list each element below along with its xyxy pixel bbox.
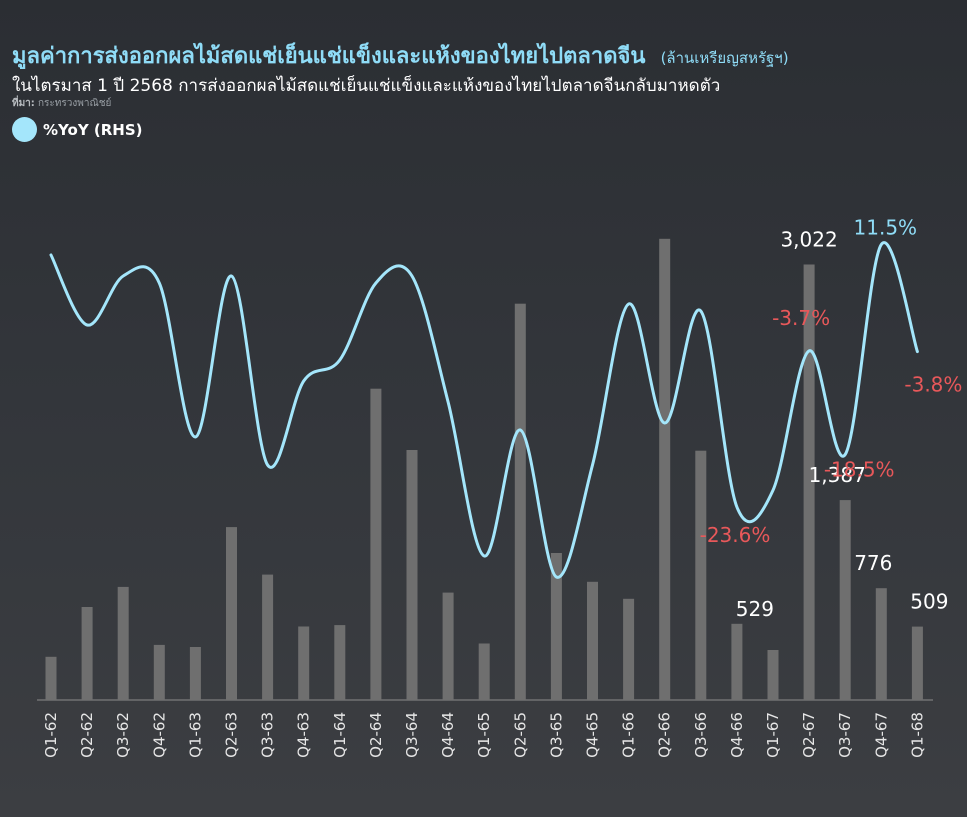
x-tick-group: Q1-62 Q2-62 Q3-62 Q4-62 Q1-63 Q2-63 Q3-63 Q4-63… bbox=[42, 712, 926, 758]
bar-q4-66 bbox=[731, 623, 743, 700]
x-tick-q1-62: Q1-62 bbox=[42, 712, 60, 758]
bar-q4-64 bbox=[442, 592, 454, 700]
bar-q1-62 bbox=[45, 656, 57, 700]
chart-unit: (ล้านเหรียญสหรัฐฯ) bbox=[660, 49, 789, 67]
x-tick-q2-64: Q2-64 bbox=[367, 712, 385, 758]
bar-q2-64 bbox=[370, 388, 382, 700]
x-tick-q3-65: Q3-65 bbox=[547, 712, 565, 758]
yoy-value-label-q3-67: -18.5% bbox=[824, 458, 895, 482]
bar-q1-64 bbox=[334, 625, 346, 700]
legend-marker-icon bbox=[12, 117, 37, 142]
x-tick-q3-63: Q3-63 bbox=[259, 712, 277, 758]
x-tick-q1-66: Q1-66 bbox=[620, 712, 638, 758]
chart-title: มูลค่าการส่งออกผลไม้สดแช่เย็นแช่แข็งและแ… bbox=[12, 44, 646, 69]
source-text: กระทรวงพาณิชย์ bbox=[38, 98, 112, 109]
x-tick-q4-67: Q4-67 bbox=[872, 712, 890, 758]
x-tick-q2-65: Q2-65 bbox=[511, 712, 529, 758]
legend: %YoY (RHS) bbox=[12, 117, 143, 142]
x-tick-q1-68: Q1-68 bbox=[908, 712, 926, 758]
bar-q2-67 bbox=[803, 264, 815, 700]
x-tick-q3-66: Q3-66 bbox=[692, 712, 710, 758]
data-label-group: 529 3,022 1,387 776 509 -23.6% -3.7% -18.5% 11.5… bbox=[700, 216, 963, 621]
x-tick-q4-66: Q4-66 bbox=[728, 712, 746, 758]
x-tick-q2-66: Q2-66 bbox=[656, 712, 674, 758]
x-tick-q2-63: Q2-63 bbox=[223, 712, 241, 758]
bar-q1-63 bbox=[189, 647, 201, 700]
bar-q3-62 bbox=[117, 586, 129, 700]
bar-value-label-q2-67: 3,022 bbox=[780, 228, 837, 252]
bar-value-label-q1-68: 509 bbox=[910, 590, 948, 614]
bar-q2-63 bbox=[226, 527, 237, 700]
x-tick-q1-65: Q1-65 bbox=[475, 712, 493, 758]
yoy-value-label-q1-67: -23.6% bbox=[700, 523, 771, 547]
chart-subtitle: ในไตรมาส 1 ปี 2568 การส่งออกผลไม้สดแช่เย… bbox=[12, 76, 721, 96]
x-tick-q3-64: Q3-64 bbox=[403, 712, 421, 758]
bar-q3-63 bbox=[262, 574, 274, 700]
bar-q4-63 bbox=[298, 626, 310, 700]
bar-q4-67 bbox=[875, 588, 887, 700]
bar-q3-67 bbox=[839, 500, 851, 700]
legend-label: %YoY (RHS) bbox=[43, 120, 143, 139]
x-tick-q2-62: Q2-62 bbox=[78, 712, 96, 758]
x-tick-q3-62: Q3-62 bbox=[114, 712, 132, 758]
x-tick-q1-64: Q1-64 bbox=[331, 712, 349, 758]
bar-q1-67 bbox=[767, 650, 779, 700]
bar-q3-64 bbox=[406, 450, 418, 700]
x-tick-q4-63: Q4-63 bbox=[295, 712, 313, 758]
yoy-value-label-q4-67: 11.5% bbox=[854, 216, 918, 240]
x-tick-q4-65: Q4-65 bbox=[584, 712, 602, 758]
bar-q3-65 bbox=[550, 553, 562, 700]
source-label: ที่มา: bbox=[12, 98, 35, 109]
bar-value-label-q4-66: 529 bbox=[736, 597, 774, 621]
x-tick-q4-62: Q4-62 bbox=[150, 712, 168, 758]
x-tick-q1-67: Q1-67 bbox=[764, 712, 782, 758]
x-tick-q4-64: Q4-64 bbox=[439, 712, 457, 758]
bar-q4-62 bbox=[153, 644, 165, 700]
bar-q2-62 bbox=[81, 607, 93, 700]
bar-q2-66 bbox=[659, 238, 671, 701]
yoy-value-label-q1-68: -3.8% bbox=[904, 373, 962, 397]
yoy-value-label-q2-67: -3.7% bbox=[772, 306, 830, 330]
bar-group bbox=[45, 238, 923, 701]
bar-q4-65 bbox=[587, 581, 598, 700]
bar-q3-66 bbox=[695, 450, 707, 700]
x-tick-q3-67: Q3-67 bbox=[836, 712, 854, 758]
bar-value-label-q4-67: 776 bbox=[854, 551, 892, 575]
x-tick-q1-63: Q1-63 bbox=[186, 712, 204, 758]
x-tick-q2-67: Q2-67 bbox=[800, 712, 818, 758]
bar-value-label-q3-67: 1,387 bbox=[809, 463, 866, 487]
bar-q1-68 bbox=[911, 626, 923, 700]
bar-q1-66 bbox=[623, 598, 635, 700]
source-note: ที่มา: กระทรวงพาณิชย์ bbox=[12, 96, 111, 111]
bar-q2-65 bbox=[514, 303, 526, 700]
chart-title-row: มูลค่าการส่งออกผลไม้สดแช่เย็นแช่แข็งและแ… bbox=[12, 38, 789, 73]
yoy-line bbox=[49, 241, 919, 579]
bar-q1-65 bbox=[478, 643, 490, 700]
